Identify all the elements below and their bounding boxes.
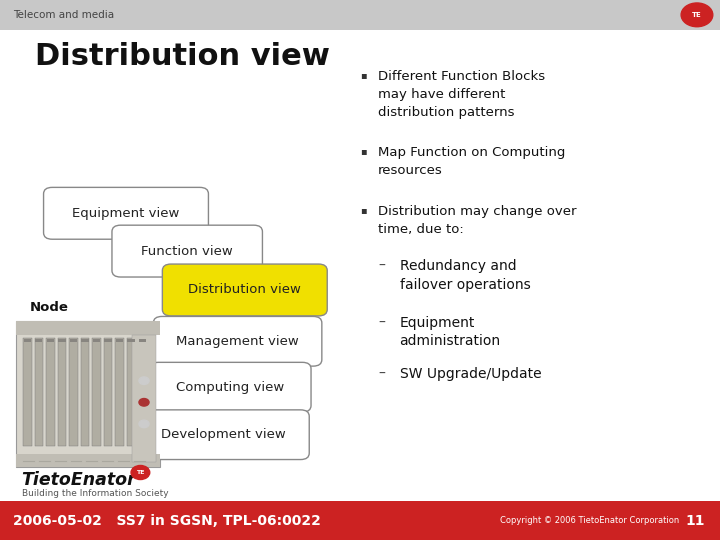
FancyBboxPatch shape: [44, 187, 209, 239]
FancyBboxPatch shape: [163, 264, 327, 316]
Bar: [81, 339, 89, 342]
Bar: [35, 339, 42, 342]
Circle shape: [139, 399, 149, 406]
Text: Redundancy and
failover operations: Redundancy and failover operations: [400, 259, 531, 292]
Bar: [69, 338, 78, 446]
Bar: [132, 335, 156, 462]
Bar: [70, 339, 77, 342]
Text: –: –: [378, 367, 385, 381]
Text: Development view: Development view: [161, 428, 286, 441]
Circle shape: [139, 377, 149, 384]
Text: ▪: ▪: [360, 70, 366, 80]
Bar: [0, 0, 720, 30]
Bar: [127, 339, 135, 342]
Bar: [92, 338, 101, 446]
Text: –: –: [378, 259, 385, 273]
Text: Management view: Management view: [176, 335, 299, 348]
Text: ▪: ▪: [360, 146, 366, 156]
Bar: [23, 338, 32, 446]
Bar: [81, 338, 89, 446]
Bar: [58, 339, 66, 342]
Bar: [116, 339, 123, 342]
Bar: [104, 339, 112, 342]
FancyBboxPatch shape: [150, 362, 311, 412]
Text: Building the Information Society: Building the Information Society: [22, 489, 168, 497]
Text: Telecom and media: Telecom and media: [13, 10, 114, 20]
Text: –: –: [378, 316, 385, 330]
Text: Function view: Function view: [141, 245, 233, 258]
Bar: [35, 338, 43, 446]
FancyBboxPatch shape: [16, 321, 160, 467]
Circle shape: [139, 420, 149, 428]
Text: Equipment
administration: Equipment administration: [400, 316, 500, 348]
Bar: [16, 321, 160, 335]
Bar: [93, 339, 100, 342]
Circle shape: [131, 465, 150, 480]
Bar: [0, 501, 720, 540]
Bar: [58, 338, 66, 446]
Text: Distribution view: Distribution view: [189, 284, 301, 296]
Circle shape: [681, 3, 713, 26]
Text: Computing view: Computing view: [176, 381, 284, 394]
Text: 2006-05-02   SS7 in SGSN, TPL-06:0022: 2006-05-02 SS7 in SGSN, TPL-06:0022: [13, 514, 321, 528]
Bar: [115, 338, 124, 446]
Bar: [139, 339, 146, 342]
Text: TE: TE: [136, 470, 145, 475]
FancyBboxPatch shape: [137, 410, 310, 460]
Text: Copyright © 2006 TietoEnator Corporation: Copyright © 2006 TietoEnator Corporation: [500, 516, 680, 525]
Text: Different Function Blocks
may have different
distribution patterns: Different Function Blocks may have diffe…: [378, 70, 545, 119]
Bar: [16, 454, 160, 467]
Text: SW Upgrade/Update: SW Upgrade/Update: [400, 367, 541, 381]
Text: 11: 11: [685, 514, 705, 528]
Text: Map Function on Computing
resources: Map Function on Computing resources: [378, 146, 565, 177]
Text: TE: TE: [692, 12, 702, 18]
FancyBboxPatch shape: [112, 225, 262, 277]
Bar: [127, 338, 135, 446]
Text: Node: Node: [30, 301, 69, 314]
Text: Equipment view: Equipment view: [72, 207, 180, 220]
Bar: [46, 338, 55, 446]
Text: Distribution view: Distribution view: [35, 42, 330, 71]
Bar: [24, 339, 31, 342]
Text: ▪: ▪: [360, 205, 366, 215]
Bar: [104, 338, 112, 446]
Bar: [47, 339, 54, 342]
Text: Distribution may change over
time, due to:: Distribution may change over time, due t…: [378, 205, 577, 236]
Text: TietoEnator: TietoEnator: [22, 470, 136, 489]
Bar: [138, 338, 147, 446]
FancyBboxPatch shape: [153, 316, 322, 366]
